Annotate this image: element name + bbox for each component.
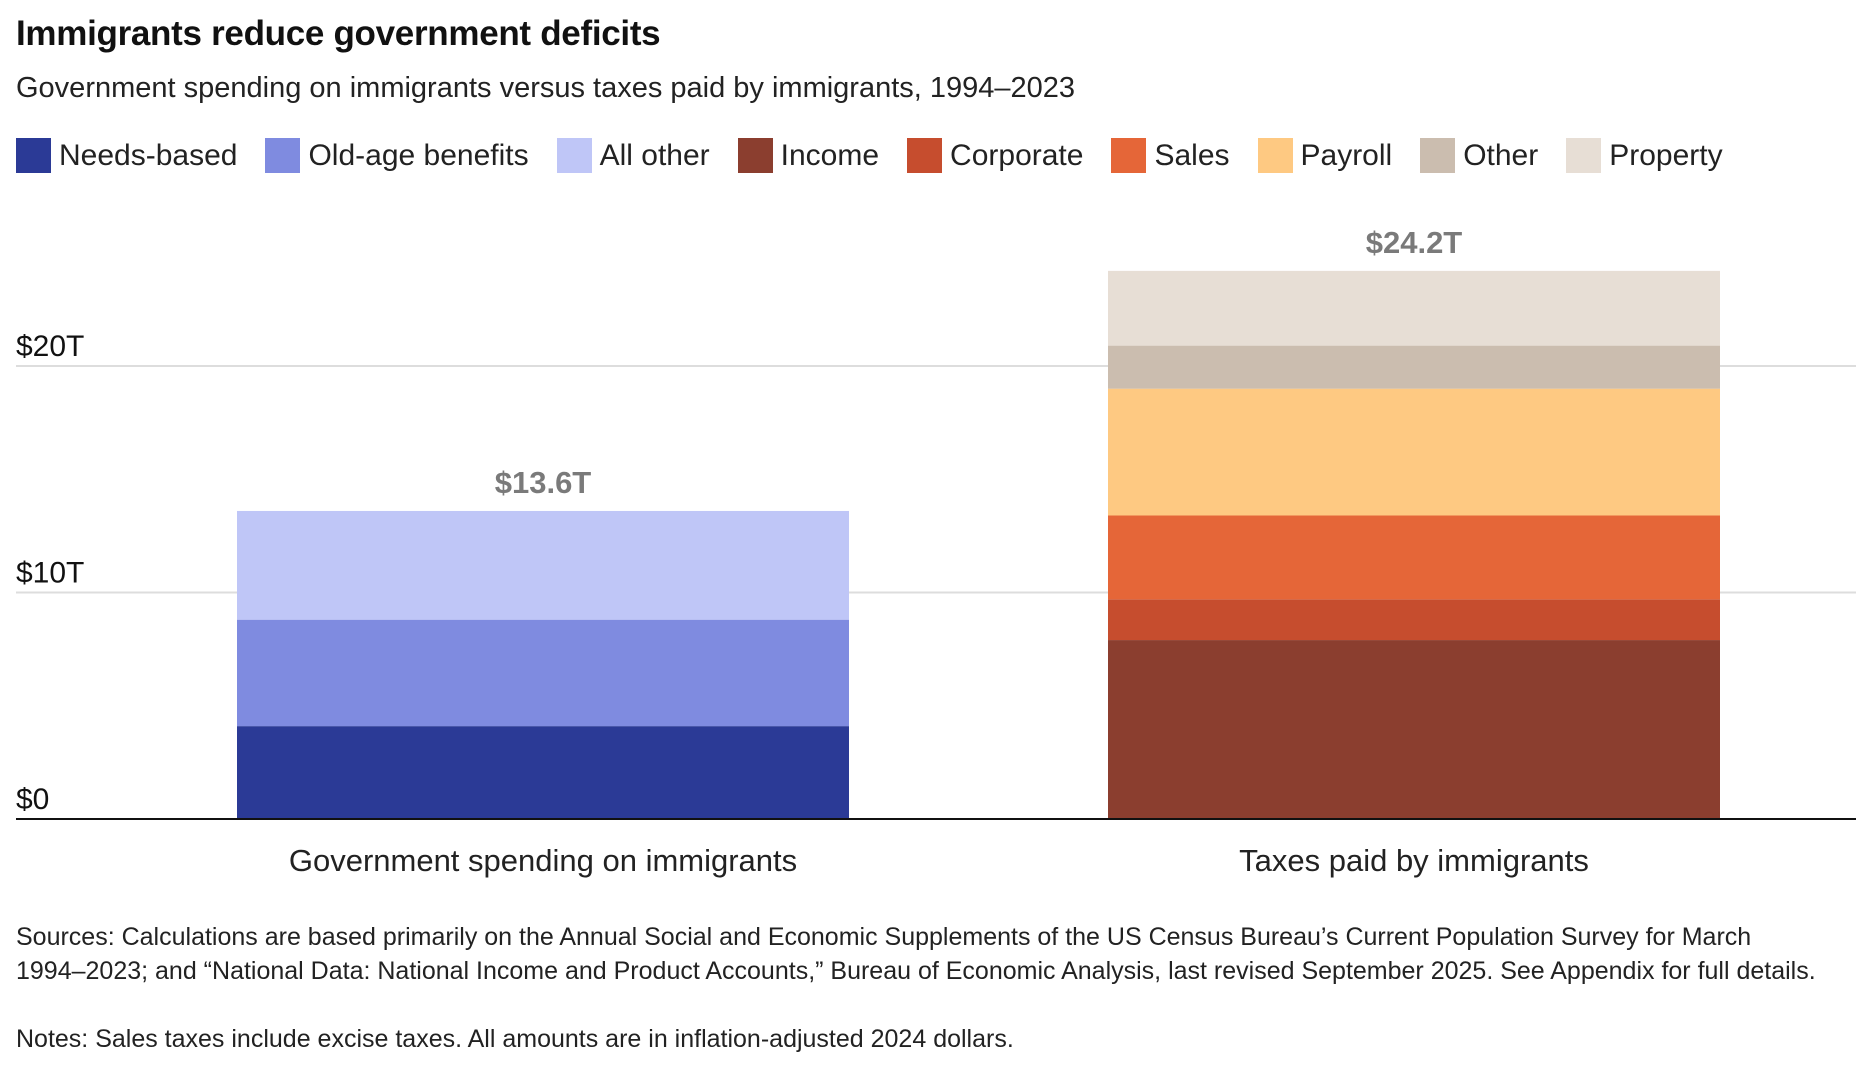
legend-item: Property [1566, 138, 1723, 173]
y-tick-label: $0 [16, 783, 49, 816]
legend-label: Sales [1154, 138, 1230, 172]
legend-swatch [1257, 138, 1293, 173]
legend-item: All other [556, 138, 710, 173]
bar-segment [237, 619, 849, 727]
y-tick-label: $10T [16, 557, 84, 590]
legend-item: Payroll [1257, 138, 1393, 173]
legend-swatch [907, 138, 943, 173]
bar-segment [237, 726, 849, 819]
legend-item: Other [1420, 138, 1538, 173]
legend-item: Needs-based [16, 138, 237, 173]
legend-label: Payroll [1300, 138, 1393, 172]
bar-segment [1108, 640, 1720, 819]
legend-swatch [16, 138, 51, 173]
x-category-label: Government spending on immigrants [289, 843, 797, 878]
legend-label: Old-age benefits [308, 138, 529, 172]
notes-text: Notes: Sales taxes include excise taxes.… [16, 1025, 1014, 1053]
legend-label: Needs-based [59, 138, 238, 172]
x-category-label: Taxes paid by immigrants [1239, 843, 1589, 878]
legend-item: Sales [1111, 138, 1230, 173]
bar-segment [1108, 388, 1720, 516]
legend-item: Income [737, 138, 880, 173]
legend-swatch [556, 138, 592, 173]
bar-segment [1108, 270, 1720, 346]
legend-swatch [737, 138, 773, 173]
bar-segment [1108, 515, 1720, 600]
legend-swatch [1566, 138, 1602, 173]
chart-title: Immigrants reduce government deficits [16, 14, 661, 53]
bar-segment [237, 510, 849, 620]
legend-label: Income [780, 138, 880, 172]
sources-note: Sources: Calculations are based primaril… [16, 923, 1816, 985]
legend-swatch [1420, 138, 1456, 173]
y-tick-label: $20T [16, 330, 84, 363]
legend-label: All other [599, 138, 710, 172]
bar-segment [1108, 599, 1720, 641]
legend-item: Old-age benefits [265, 138, 529, 173]
bar-segment [1108, 345, 1720, 389]
chart-subtitle: Government spending on immigrants versus… [16, 72, 1076, 104]
legend-item: Corporate [907, 138, 1083, 173]
legend-label: Other [1463, 138, 1539, 172]
legend-label: Property [1609, 138, 1723, 172]
stacked-bar-chart: $0 $10T $20T $13.6T Government spending on i… [16, 225, 1856, 878]
chart-legend: Needs-based Old-age benefits All other Inco… [16, 138, 1751, 173]
bar-total-label: $13.6T [495, 465, 592, 500]
bar-total-label: $24.2T [1366, 225, 1463, 260]
legend-swatch [1111, 138, 1147, 173]
legend-label: Corporate [950, 138, 1084, 172]
legend-swatch [265, 138, 301, 173]
